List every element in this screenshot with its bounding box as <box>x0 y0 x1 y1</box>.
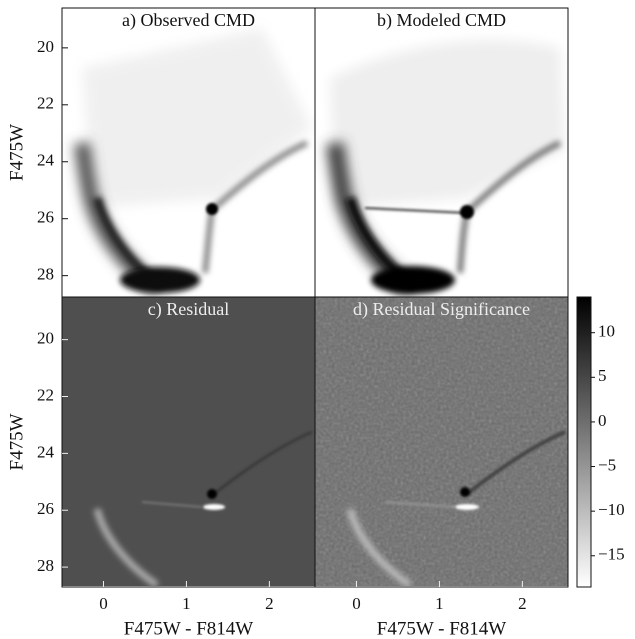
x-axis-label: F475W - F814W <box>124 618 254 639</box>
heatmap-image <box>315 297 568 586</box>
y-tick-label: 20 <box>37 329 54 348</box>
y-tick-label: 22 <box>37 94 54 113</box>
x-tick-label: 1 <box>435 594 444 613</box>
panel-frame <box>314 296 569 588</box>
y-tick-label: 28 <box>37 265 54 284</box>
panel-title: a) Observed CMD <box>122 10 255 31</box>
x-axis-label: F475W - F814W <box>377 618 507 639</box>
y-tick-label: 26 <box>37 499 54 518</box>
heatmap-image <box>315 8 568 297</box>
y-tick-label: 24 <box>37 151 55 170</box>
y-axis-label: F475W <box>6 413 27 470</box>
panel-title: b) Modeled CMD <box>377 10 506 31</box>
colorbar-tick-label: 0 <box>598 411 607 430</box>
x-tick-label: 2 <box>518 594 527 613</box>
x-tick-label: 2 <box>265 594 274 613</box>
colorbar-tick-label: −5 <box>598 455 616 474</box>
heatmap-image <box>62 297 315 586</box>
panel-title: c) Residual <box>148 299 229 320</box>
x-tick-label: 1 <box>182 594 191 613</box>
colorbar-tick-label: 10 <box>598 322 615 341</box>
x-tick-label: 0 <box>352 594 361 613</box>
colorbar-tick-label: −15 <box>598 545 625 564</box>
y-tick-label: 26 <box>37 208 54 227</box>
x-tick-label: 0 <box>99 594 108 613</box>
colorbar <box>576 296 592 588</box>
y-tick-label: 24 <box>37 442 55 461</box>
y-tick-label: 22 <box>37 385 54 404</box>
colorbar-tick-label: 5 <box>598 366 607 385</box>
y-tick-label: 28 <box>37 556 54 575</box>
panel-title: d) Residual Significance <box>353 299 530 320</box>
y-tick-label: 20 <box>37 37 54 56</box>
colorbar-tick-label: −10 <box>598 500 625 519</box>
y-axis-label: F475W <box>6 124 27 181</box>
heatmap-image <box>62 8 315 297</box>
